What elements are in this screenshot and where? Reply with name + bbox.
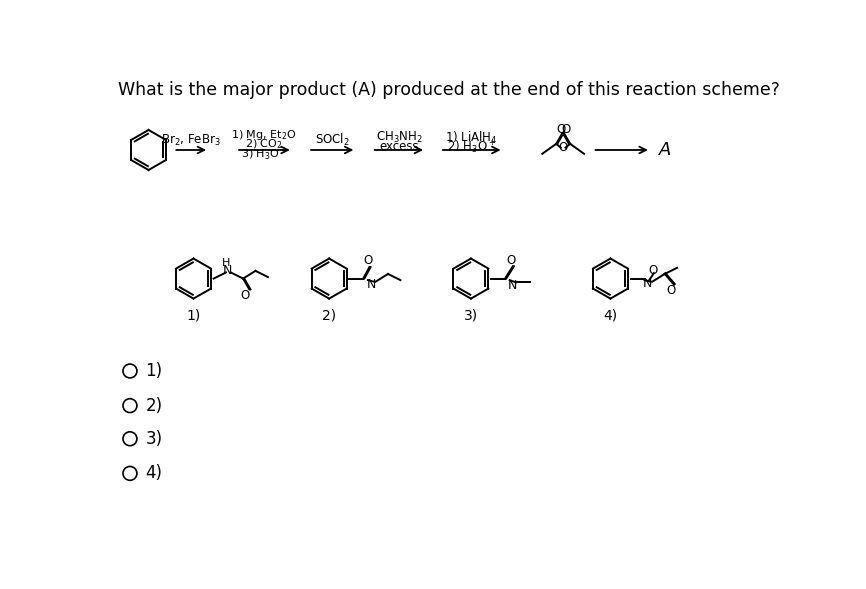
Text: O: O (363, 254, 372, 267)
Text: 2) H$_3$O$^+$: 2) H$_3$O$^+$ (447, 138, 496, 155)
Text: O: O (240, 289, 249, 302)
Text: 2) CO$_2$: 2) CO$_2$ (245, 137, 283, 151)
Text: O: O (666, 284, 675, 297)
Text: N: N (643, 277, 652, 290)
Text: Br$_2$, FeBr$_3$: Br$_2$, FeBr$_3$ (161, 133, 221, 147)
Text: H: H (222, 258, 230, 268)
Text: 3): 3) (145, 430, 163, 448)
Text: 1): 1) (145, 362, 163, 380)
Text: N: N (223, 264, 232, 277)
Text: 1): 1) (186, 309, 201, 323)
Text: 4): 4) (145, 464, 163, 482)
Text: N: N (508, 279, 518, 292)
Text: 2): 2) (322, 309, 336, 323)
Text: What is the major product (A) produced at the end of this reaction scheme?: What is the major product (A) produced a… (118, 81, 779, 100)
Text: 1) Mg, Et$_2$O: 1) Mg, Et$_2$O (231, 128, 297, 141)
Text: O: O (649, 264, 657, 277)
Text: O: O (556, 123, 565, 135)
Text: 1) LiAlH$_4$: 1) LiAlH$_4$ (445, 130, 498, 145)
Text: O: O (561, 123, 570, 135)
Text: N: N (366, 278, 376, 291)
Text: CH$_3$NH$_2$: CH$_3$NH$_2$ (376, 130, 422, 145)
Text: 3) H$_3$O$^+$: 3) H$_3$O$^+$ (241, 145, 288, 161)
Text: O: O (559, 141, 568, 154)
Text: A: A (658, 141, 671, 159)
Text: 4): 4) (604, 309, 617, 323)
Text: SOCl$_2$: SOCl$_2$ (315, 132, 350, 148)
Text: excess: excess (379, 140, 418, 153)
Text: 3): 3) (464, 309, 478, 323)
Text: O: O (507, 254, 516, 267)
Text: 2): 2) (145, 396, 163, 415)
